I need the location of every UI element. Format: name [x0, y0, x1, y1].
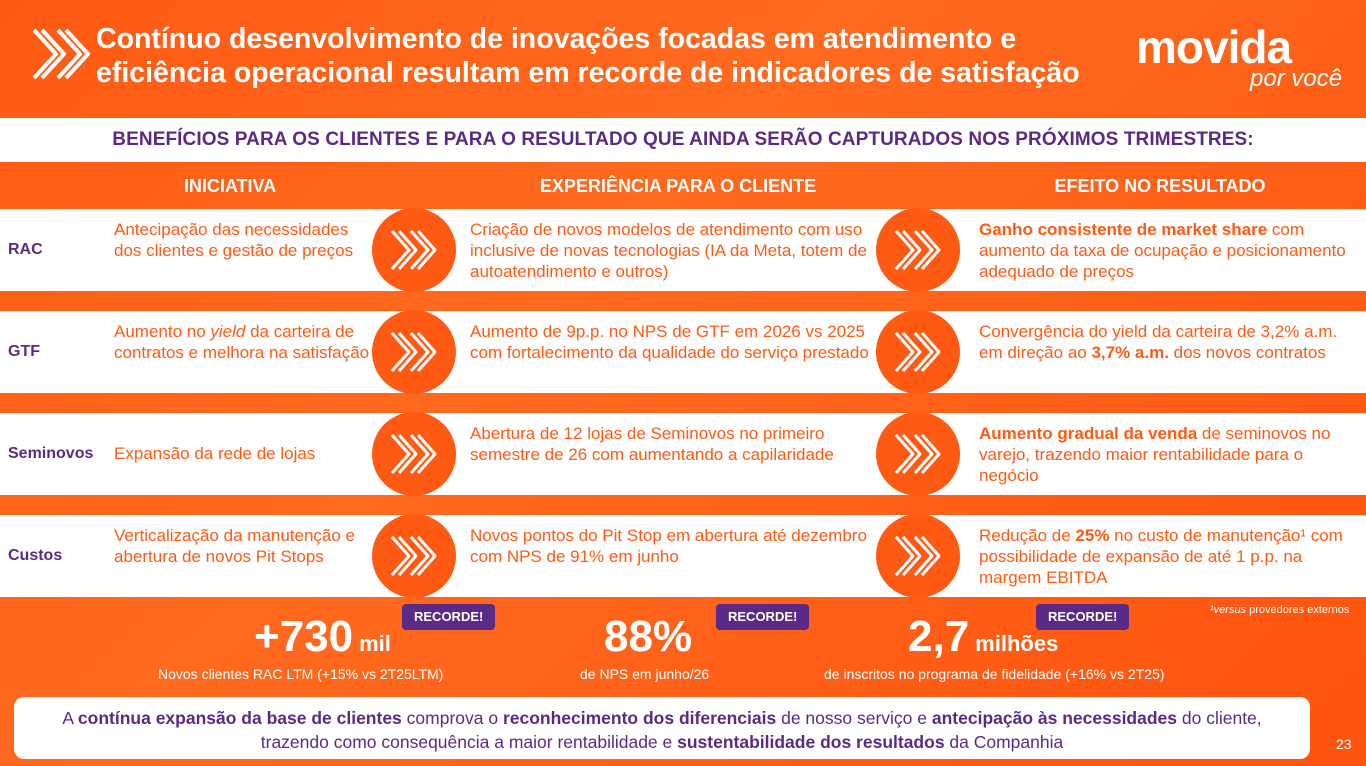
record-caption: de NPS em junho/26: [580, 666, 710, 682]
record-new-clients: +730 mil RECORDE! Novos clientes RAC LTM …: [150, 600, 496, 690]
row-label: Seminovos: [8, 445, 94, 462]
row-label: GTF: [8, 343, 40, 360]
record-badge: RECORDE!: [402, 604, 496, 630]
conclusion-text: do cliente, trazendo como consequência a…: [260, 708, 1262, 752]
effect-text: Convergência do yield da carteira de 3,2…: [979, 322, 1338, 362]
record-number: 88%: [604, 612, 693, 661]
record-nps: 88% RECORDE! de NPS em junho/26: [570, 600, 810, 690]
record-number: +730: [254, 612, 354, 661]
initiative-cell: Aumento no yield da carteira de contrato…: [114, 321, 376, 363]
logo-tagline: por você: [1250, 65, 1343, 92]
effect-cell: Ganho consistente de market share com au…: [979, 219, 1359, 282]
record-badge: RECORDE!: [716, 604, 810, 630]
conclusion-text: A: [62, 708, 78, 728]
row-custos: Custos Verticalização da manutenção e ab…: [0, 514, 1366, 598]
arrow-circle-icon: [372, 514, 456, 598]
column-heading-initiative: INICIATIVA: [183, 176, 277, 196]
footnote-text: provedores externos: [1246, 604, 1350, 616]
effect-cell: Convergência do yield da carteira de 3,2…: [979, 321, 1359, 363]
conclusion-box: A contínua expansão da base de clientes …: [14, 697, 1310, 759]
subtitle-text: BENEFÍCIOS PARA OS CLIENTES E PARA O RES…: [112, 129, 1254, 150]
movida-logo: movida por você: [1136, 22, 1346, 94]
arrow-circle-icon: [876, 208, 960, 292]
effect-highlight: 3,7% a.m.: [1091, 343, 1169, 362]
initiative-text: da carteira de contratos e melhora na sa…: [114, 322, 370, 362]
effect-text: de seminovos no varejo, trazendo maior r…: [979, 424, 1331, 485]
double-chevron-icon: [32, 28, 90, 80]
effect-text: no custo de manutenção¹ com possibilidad…: [979, 526, 1343, 587]
conclusion-text: comprova o: [401, 708, 503, 728]
conclusion-bold: sustentabilidade dos resultados: [677, 732, 945, 752]
experience-cell: Aumento de 9p.p. no NPS de GTF em 2026 v…: [470, 322, 869, 362]
conclusion-text: da Companhia: [944, 732, 1064, 752]
column-heading-effect: EFEITO NO RESULTADO: [1054, 176, 1266, 196]
row-seminovos: Seminovos Expansão da rede de lojas Aber…: [0, 412, 1366, 496]
arrow-circle-icon: [876, 514, 960, 598]
initiative-text: Aumento no: [114, 322, 211, 341]
effect-highlight: Aumento gradual da venda: [979, 424, 1198, 443]
record-value: 2,7 milhões: [908, 612, 1058, 669]
record-value: 88%: [604, 612, 698, 669]
arrow-circle-icon: [372, 208, 456, 292]
effect-text: dos novos contratos: [1168, 343, 1326, 362]
record-number: 2,7: [908, 612, 970, 661]
initiative-cell: Expansão da rede de lojas: [114, 444, 316, 463]
arrow-circle-icon: [372, 412, 456, 496]
effect-text: Redução de: [979, 526, 1076, 545]
row-gtf: GTF Aumento no yield da carteira de cont…: [0, 310, 1366, 394]
record-unit: mil: [359, 631, 391, 656]
conclusion-bold: contínua expansão da base de clientes: [77, 708, 402, 728]
row-rac: RAC Antecipação das necessidades dos cli…: [0, 208, 1366, 292]
effect-highlight: 25%: [1075, 526, 1110, 545]
row-label: Custos: [8, 547, 63, 564]
arrow-circle-icon: [876, 310, 960, 394]
footnote-italic: ¹versus: [1210, 604, 1247, 616]
record-unit: milhões: [975, 631, 1059, 656]
effect-highlight: Ganho consistente de market share: [979, 220, 1268, 239]
conclusion-bold: antecipação às necessidades: [931, 708, 1178, 728]
initiative-cell: Verticalização da manutenção e abertura …: [114, 526, 355, 566]
conclusion-text: de nosso serviço e: [776, 708, 932, 728]
experience-cell: Novos pontos do Pit Stop em abertura até…: [470, 526, 867, 566]
record-value: +730 mil: [254, 612, 391, 669]
experience-cell: Criação de novos modelos de atendimento …: [470, 220, 867, 281]
initiative-cell: Antecipação das necessidades dos cliente…: [114, 220, 354, 260]
effect-cell: Aumento gradual da venda de seminovos no…: [979, 423, 1359, 486]
subtitle-bar: BENEFÍCIOS PARA OS CLIENTES E PARA O RES…: [0, 118, 1366, 162]
experience-cell: Abertura de 12 lojas de Seminovos no pri…: [470, 424, 834, 464]
record-loyalty: 2,7 milhões RECORDE! de inscritos no prog…: [820, 600, 1230, 690]
row-label: RAC: [8, 241, 43, 258]
arrow-circle-icon: [372, 310, 456, 394]
effect-text: com aumento da taxa de ocupação e posici…: [979, 220, 1346, 281]
arrow-circle-icon: [876, 412, 960, 496]
footnote: ¹versus provedores externos: [1210, 604, 1349, 616]
logo-word: movida: [1136, 21, 1292, 73]
conclusion-bold: reconhecimento dos diferenciais: [502, 708, 777, 728]
page-title: Contínuo desenvolvimento de inovações fo…: [96, 23, 1080, 89]
record-caption: de inscritos no programa de fidelidade (…: [824, 666, 1165, 682]
header: Contínuo desenvolvimento de inovações fo…: [0, 0, 1366, 110]
effect-cell: Redução de 25% no custo de manutenção¹ c…: [979, 525, 1359, 588]
record-caption: Novos clientes RAC LTM (+15% vs 2T25LTM): [158, 666, 444, 682]
column-heading-experience: EXPERIÊNCIA PARA O CLIENTE: [539, 176, 817, 196]
record-badge: RECORDE!: [1036, 604, 1130, 630]
page-number: 23: [1336, 736, 1352, 752]
initiative-italic: yield: [210, 322, 246, 341]
